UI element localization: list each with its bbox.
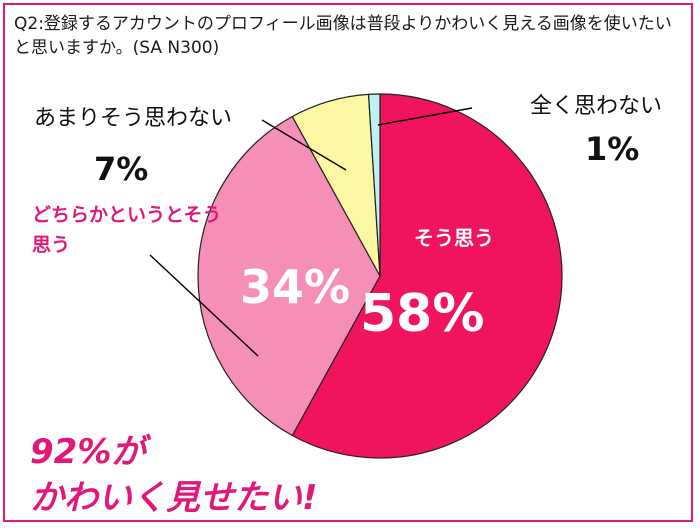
slice-value-agree: 58% (360, 284, 485, 344)
leader-line-not-at-all (377, 107, 473, 126)
slice-label-somewhat-agree: どちらかというとそう思う (32, 204, 222, 256)
callout-line-2: かわいく見せたい! (30, 478, 318, 518)
slice-value-not-at-all: 1% (585, 130, 640, 168)
pie-slice-not-at-all (367, 93, 381, 277)
callout-line-1: 92%が (30, 432, 146, 472)
slice-label-not-at-all: 全く思わない (530, 94, 663, 119)
chart-frame (3, 3, 693, 522)
pie-slice-agree (291, 93, 563, 459)
slice-value-somewhat-agree: 34% (240, 260, 351, 314)
slice-label-not-really: あまりそう思わない (34, 106, 233, 131)
question-title: Q2:登録するアカウントのプロフィール画像は普段よりかわいく見える画像を使いたい… (14, 14, 672, 58)
pie-slice-somewhat-agree (197, 115, 381, 437)
leader-line-somewhat-agree (149, 254, 259, 357)
leader-line-not-really (261, 119, 347, 171)
slice-value-not-really: 7% (94, 150, 149, 188)
slice-label-agree: そう思う (414, 226, 494, 250)
